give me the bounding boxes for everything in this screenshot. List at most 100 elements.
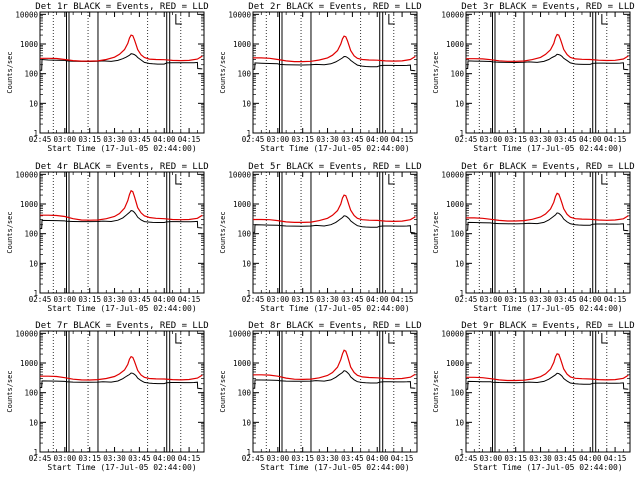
y-tick-label: 1000 <box>446 359 465 368</box>
x-tick-label: 03:00 <box>267 295 290 304</box>
series-events <box>253 55 416 72</box>
x-tick-label: 03:00 <box>54 295 77 304</box>
x-axis-label: Start Time (17-Jul-05 02:44:00) <box>47 144 196 153</box>
bracket-mark <box>601 174 608 185</box>
plot-frame <box>39 330 205 453</box>
bracket-mark <box>175 333 182 344</box>
y-tick-label: 1 <box>459 129 464 138</box>
y-tick-label: 1 <box>33 129 38 138</box>
x-tick-label: 03:00 <box>54 454 77 463</box>
x-tick-label: 03:30 <box>529 135 552 144</box>
series-lld <box>253 194 416 223</box>
y-tick-label: 100 <box>24 230 38 239</box>
y-tick-label: 1 <box>459 448 464 457</box>
y-tick-label: 1000 <box>20 359 39 368</box>
y-tick-label: 100 <box>237 70 251 79</box>
series-lld <box>253 349 416 381</box>
x-tick-label: 04:15 <box>604 135 627 144</box>
y-axis-label: Counts/sec <box>219 51 227 93</box>
series-events <box>466 372 629 390</box>
y-tick-label: 10 <box>455 418 465 427</box>
panel-grid: Det 1r BLACK = Events, RED = LLD11010010… <box>6 2 635 472</box>
x-axis-label: Start Time (17-Jul-05 02:44:00) <box>473 304 622 313</box>
y-tick-label: 1 <box>246 448 251 457</box>
y-tick-label: 100 <box>450 70 464 79</box>
y-tick-label: 1000 <box>20 200 39 209</box>
y-tick-label: 10000 <box>228 329 251 338</box>
panel-title: Det 3r BLACK = Events, RED = LLD <box>461 2 634 12</box>
y-tick-label: 10 <box>242 259 252 268</box>
x-tick-label: 03:45 <box>554 135 577 144</box>
y-tick-label: 1 <box>33 289 38 298</box>
plot-frame <box>39 11 205 134</box>
x-axis-label: Start Time (17-Jul-05 02:44:00) <box>473 144 622 153</box>
y-tick-label: 10 <box>29 259 39 268</box>
x-tick-label: 02:45 <box>242 295 265 304</box>
y-tick-label: 10000 <box>441 170 464 179</box>
panel-det-1: Det 1r BLACK = Events, RED = LLD 1 10 100 10… <box>6 2 209 153</box>
plot-frame <box>39 171 205 294</box>
panel-title: Det 4r BLACK = Events, RED = LLD <box>35 162 208 172</box>
x-tick-label: 04:00 <box>153 295 176 304</box>
y-tick-label: 1000 <box>446 200 465 209</box>
x-tick-label: 03:45 <box>128 295 151 304</box>
x-tick-label: 03:15 <box>78 295 101 304</box>
x-tick-label: 03:45 <box>128 454 151 463</box>
series-events <box>466 53 629 71</box>
plot-frame <box>465 330 631 453</box>
x-tick-label: 03:15 <box>291 295 314 304</box>
x-tick-label: 04:15 <box>178 454 201 463</box>
bracket-mark <box>601 333 608 344</box>
x-tick-label: 03:30 <box>103 454 126 463</box>
x-axis-label: Start Time (17-Jul-05 02:44:00) <box>260 304 409 313</box>
panel-det-7: Det 7r BLACK = Events, RED = LLD 1 10 100 10… <box>6 321 209 472</box>
x-tick-label: 03:30 <box>529 454 552 463</box>
series-events <box>40 210 203 229</box>
x-tick-label: 04:00 <box>153 454 176 463</box>
x-tick-label: 03:45 <box>341 454 364 463</box>
x-tick-label: 02:45 <box>242 135 265 144</box>
x-tick-label: 03:15 <box>291 135 314 144</box>
y-tick-label: 10000 <box>228 170 251 179</box>
y-tick-label: 1000 <box>233 200 252 209</box>
x-tick-label: 02:45 <box>29 454 52 463</box>
x-tick-label: 04:15 <box>391 295 414 304</box>
x-tick-label: 03:45 <box>341 295 364 304</box>
series-events <box>253 370 416 389</box>
series-lld <box>40 189 203 221</box>
series-events <box>40 53 203 71</box>
plot-frame <box>465 11 631 134</box>
x-tick-label: 04:00 <box>579 135 602 144</box>
x-tick-label: 03:30 <box>316 135 339 144</box>
y-tick-label: 10000 <box>441 10 464 19</box>
x-axis-label: Start Time (17-Jul-05 02:44:00) <box>260 463 409 472</box>
x-tick-label: 03:30 <box>529 295 552 304</box>
x-tick-label: 04:00 <box>579 454 602 463</box>
series-lld <box>253 35 416 63</box>
bracket-mark <box>388 174 395 185</box>
y-tick-label: 100 <box>24 70 38 79</box>
panel-title: Det 5r BLACK = Events, RED = LLD <box>248 162 421 172</box>
panel-title: Det 8r BLACK = Events, RED = LLD <box>248 321 421 331</box>
y-axis-label: Counts/sec <box>432 370 440 412</box>
x-tick-label: 03:30 <box>103 295 126 304</box>
x-tick-label: 02:45 <box>29 295 52 304</box>
x-tick-label: 04:15 <box>178 295 201 304</box>
x-tick-label: 02:45 <box>455 135 478 144</box>
x-tick-label: 03:00 <box>480 135 503 144</box>
series-lld <box>466 192 629 222</box>
x-axis-label: Start Time (17-Jul-05 02:44:00) <box>260 144 409 153</box>
y-tick-label: 1 <box>459 289 464 298</box>
x-tick-label: 03:15 <box>504 295 527 304</box>
y-tick-label: 10000 <box>15 10 38 19</box>
x-tick-label: 02:45 <box>455 454 478 463</box>
x-tick-label: 03:00 <box>267 454 290 463</box>
y-tick-label: 100 <box>450 230 464 239</box>
series-lld <box>466 33 629 62</box>
x-tick-label: 03:15 <box>291 454 314 463</box>
x-tick-label: 02:45 <box>29 135 52 144</box>
y-axis-label: Counts/sec <box>6 51 14 93</box>
x-tick-label: 04:15 <box>178 135 201 144</box>
x-tick-label: 03:15 <box>504 454 527 463</box>
y-tick-label: 10 <box>455 99 465 108</box>
